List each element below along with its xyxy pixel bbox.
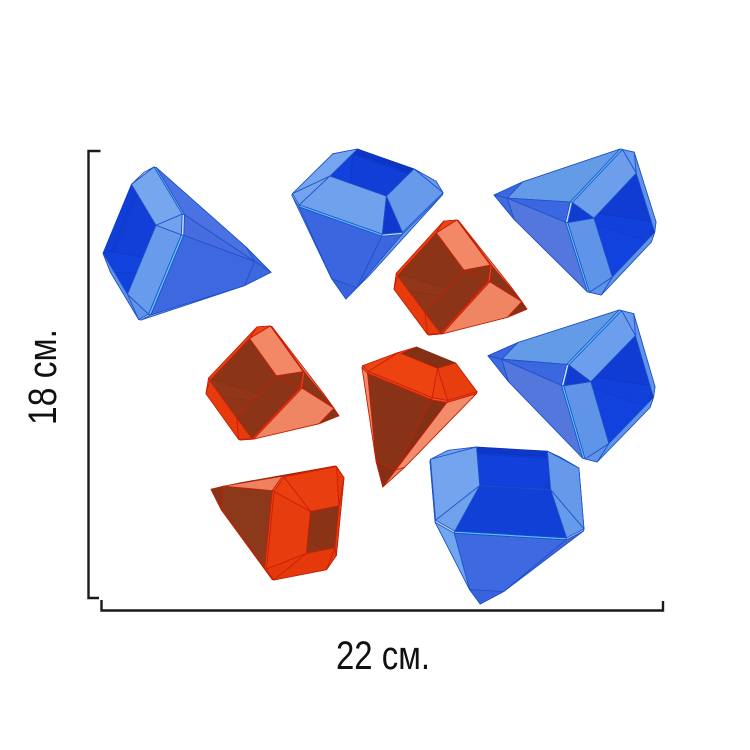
svg-text:22 см.: 22 см. xyxy=(336,634,430,678)
svg-text:18 см.: 18 см. xyxy=(21,329,65,425)
